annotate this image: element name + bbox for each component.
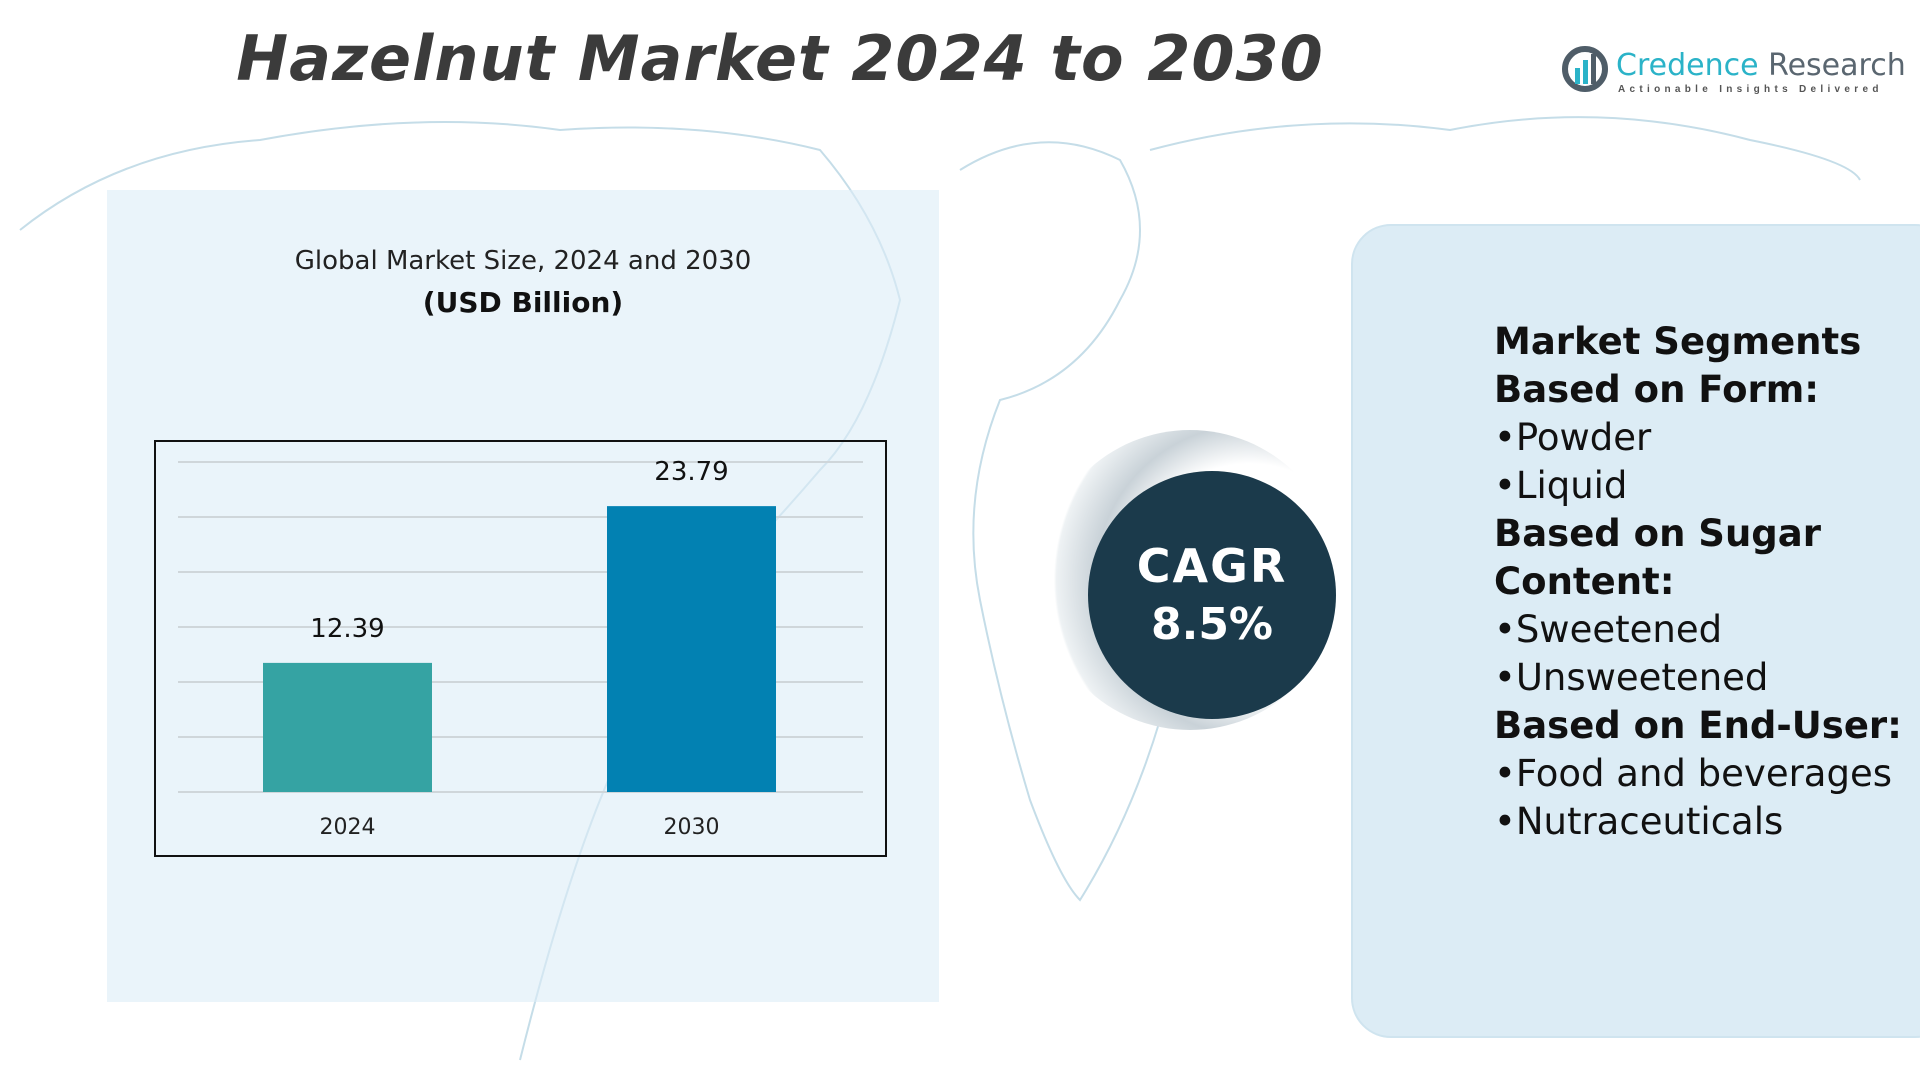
chart-panel — [107, 190, 939, 1002]
segment-item: •Sweetened — [1494, 608, 1723, 651]
logo-name-credence: Credence — [1616, 48, 1759, 83]
segment-category: Based on Form: — [1494, 368, 1820, 411]
segments-panel — [1351, 224, 1920, 1038]
logo-tagline: Actionable Insights Delivered — [1618, 84, 1883, 95]
x-tick-label: 2024 — [320, 815, 376, 840]
page-title: Hazelnut Market 2024 to 2030 — [236, 22, 1324, 95]
segments-heading: Market Segments — [1494, 320, 1862, 363]
cagr-value: 8.5% — [1150, 599, 1274, 650]
bar-2024 — [263, 662, 432, 792]
data-label: 12.39 — [310, 614, 384, 644]
segment-item: •Nutraceuticals — [1494, 800, 1784, 843]
segment-category: Based on Sugar Content: — [1494, 512, 1821, 603]
segment-item: •Unsweetened — [1494, 656, 1769, 699]
segment-item: •Food and beverages — [1494, 752, 1893, 795]
logo-chart-icon — [1562, 46, 1608, 92]
segment-category: Based on End-User: — [1494, 704, 1902, 747]
market-segments-list: Market Segments Based on Form: •Powder •Li… — [1494, 318, 1914, 846]
chart-subtitle: (USD Billion) — [422, 286, 624, 319]
logo-name-research: Research — [1768, 48, 1906, 83]
credence-research-logo: Credence Research Actionable Insights De… — [1560, 44, 1906, 100]
x-tick-label: 2030 — [664, 815, 720, 840]
chart-title: Global Market Size, 2024 and 2030 — [294, 246, 752, 276]
segment-item: •Powder — [1494, 416, 1652, 459]
data-label: 23.79 — [654, 457, 728, 487]
cagr-label: CAGR — [1136, 539, 1288, 593]
bar-2030 — [607, 506, 776, 792]
segment-item: •Liquid — [1494, 464, 1628, 507]
cagr-badge: CAGR 8.5% — [1088, 471, 1336, 719]
chart-frame — [154, 440, 887, 857]
